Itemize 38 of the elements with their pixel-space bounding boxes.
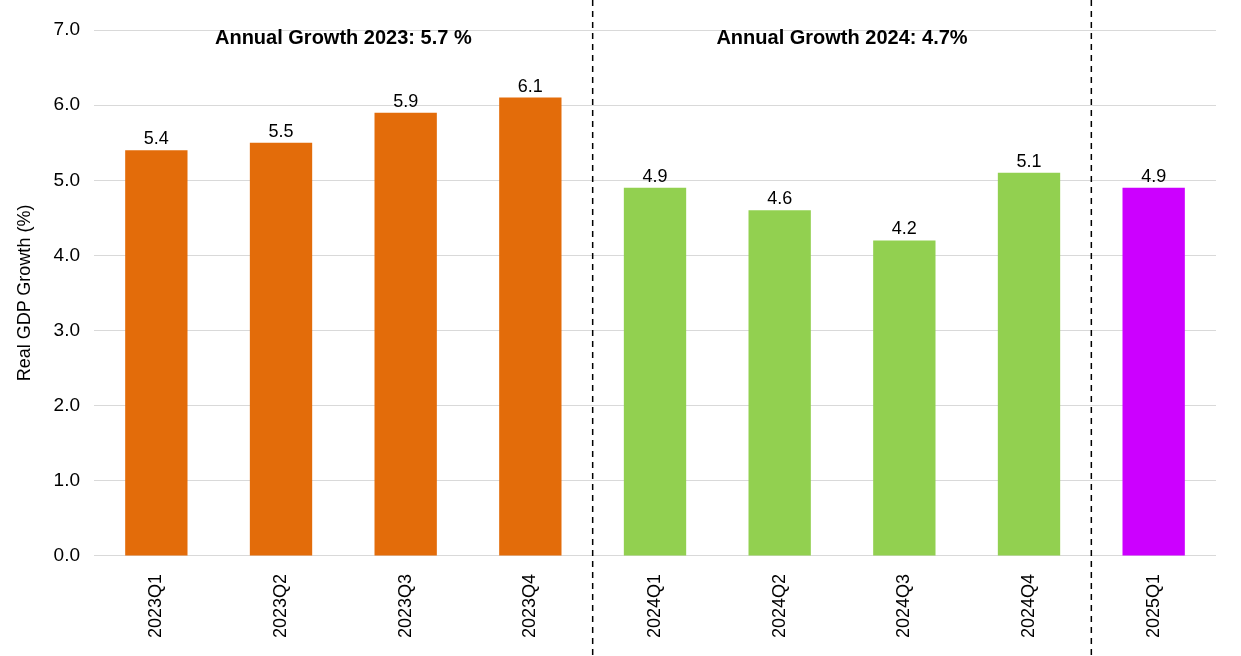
bar bbox=[1122, 187, 1185, 556]
data-label: 4.6 bbox=[767, 188, 793, 209]
annotation: Annual Growth 2023: 5.7 % bbox=[214, 25, 472, 48]
data-label: 5.4 bbox=[143, 128, 169, 149]
x-tick-label: 2024Q4 bbox=[1017, 573, 1038, 639]
x-tick-label: 2024Q3 bbox=[893, 573, 914, 639]
y-tick-label: 2.0 bbox=[53, 393, 81, 415]
data-label: 4.9 bbox=[1141, 165, 1167, 186]
x-tick-label: 2023Q4 bbox=[519, 573, 540, 639]
data-label: 5.1 bbox=[1016, 150, 1042, 171]
y-axis-title: Real GDP Growth (%) bbox=[13, 204, 34, 382]
y-tick-label: 3.0 bbox=[53, 318, 81, 340]
y-tick-label: 6.0 bbox=[53, 93, 81, 115]
bar bbox=[623, 187, 687, 556]
annotation: Annual Growth 2024: 4.7% bbox=[716, 25, 968, 48]
bar bbox=[374, 112, 437, 556]
y-tick-label: 4.0 bbox=[53, 243, 81, 265]
y-tick-label: 1.0 bbox=[53, 469, 81, 491]
bar bbox=[997, 172, 1061, 556]
y-tick-label: 5.0 bbox=[53, 168, 81, 190]
bar bbox=[249, 142, 313, 556]
x-tick-label: 2023Q1 bbox=[145, 573, 166, 639]
x-tick-label: 2025Q1 bbox=[1142, 573, 1163, 639]
bar bbox=[499, 97, 562, 556]
y-tick-label: 0.0 bbox=[53, 544, 81, 566]
data-label: 4.2 bbox=[891, 218, 917, 239]
bar bbox=[748, 210, 811, 556]
data-label: 4.9 bbox=[642, 165, 668, 186]
y-tick-label: 7.0 bbox=[53, 18, 81, 40]
bar bbox=[873, 240, 936, 556]
data-label: 6.1 bbox=[517, 75, 543, 96]
bar bbox=[125, 150, 188, 556]
data-label: 5.5 bbox=[268, 120, 294, 141]
x-tick-label: 2024Q1 bbox=[643, 573, 664, 639]
x-tick-label: 2023Q2 bbox=[269, 573, 290, 639]
x-tick-label: 2024Q2 bbox=[768, 573, 789, 639]
x-tick-label: 2023Q3 bbox=[394, 573, 415, 639]
data-label: 5.9 bbox=[393, 90, 419, 111]
